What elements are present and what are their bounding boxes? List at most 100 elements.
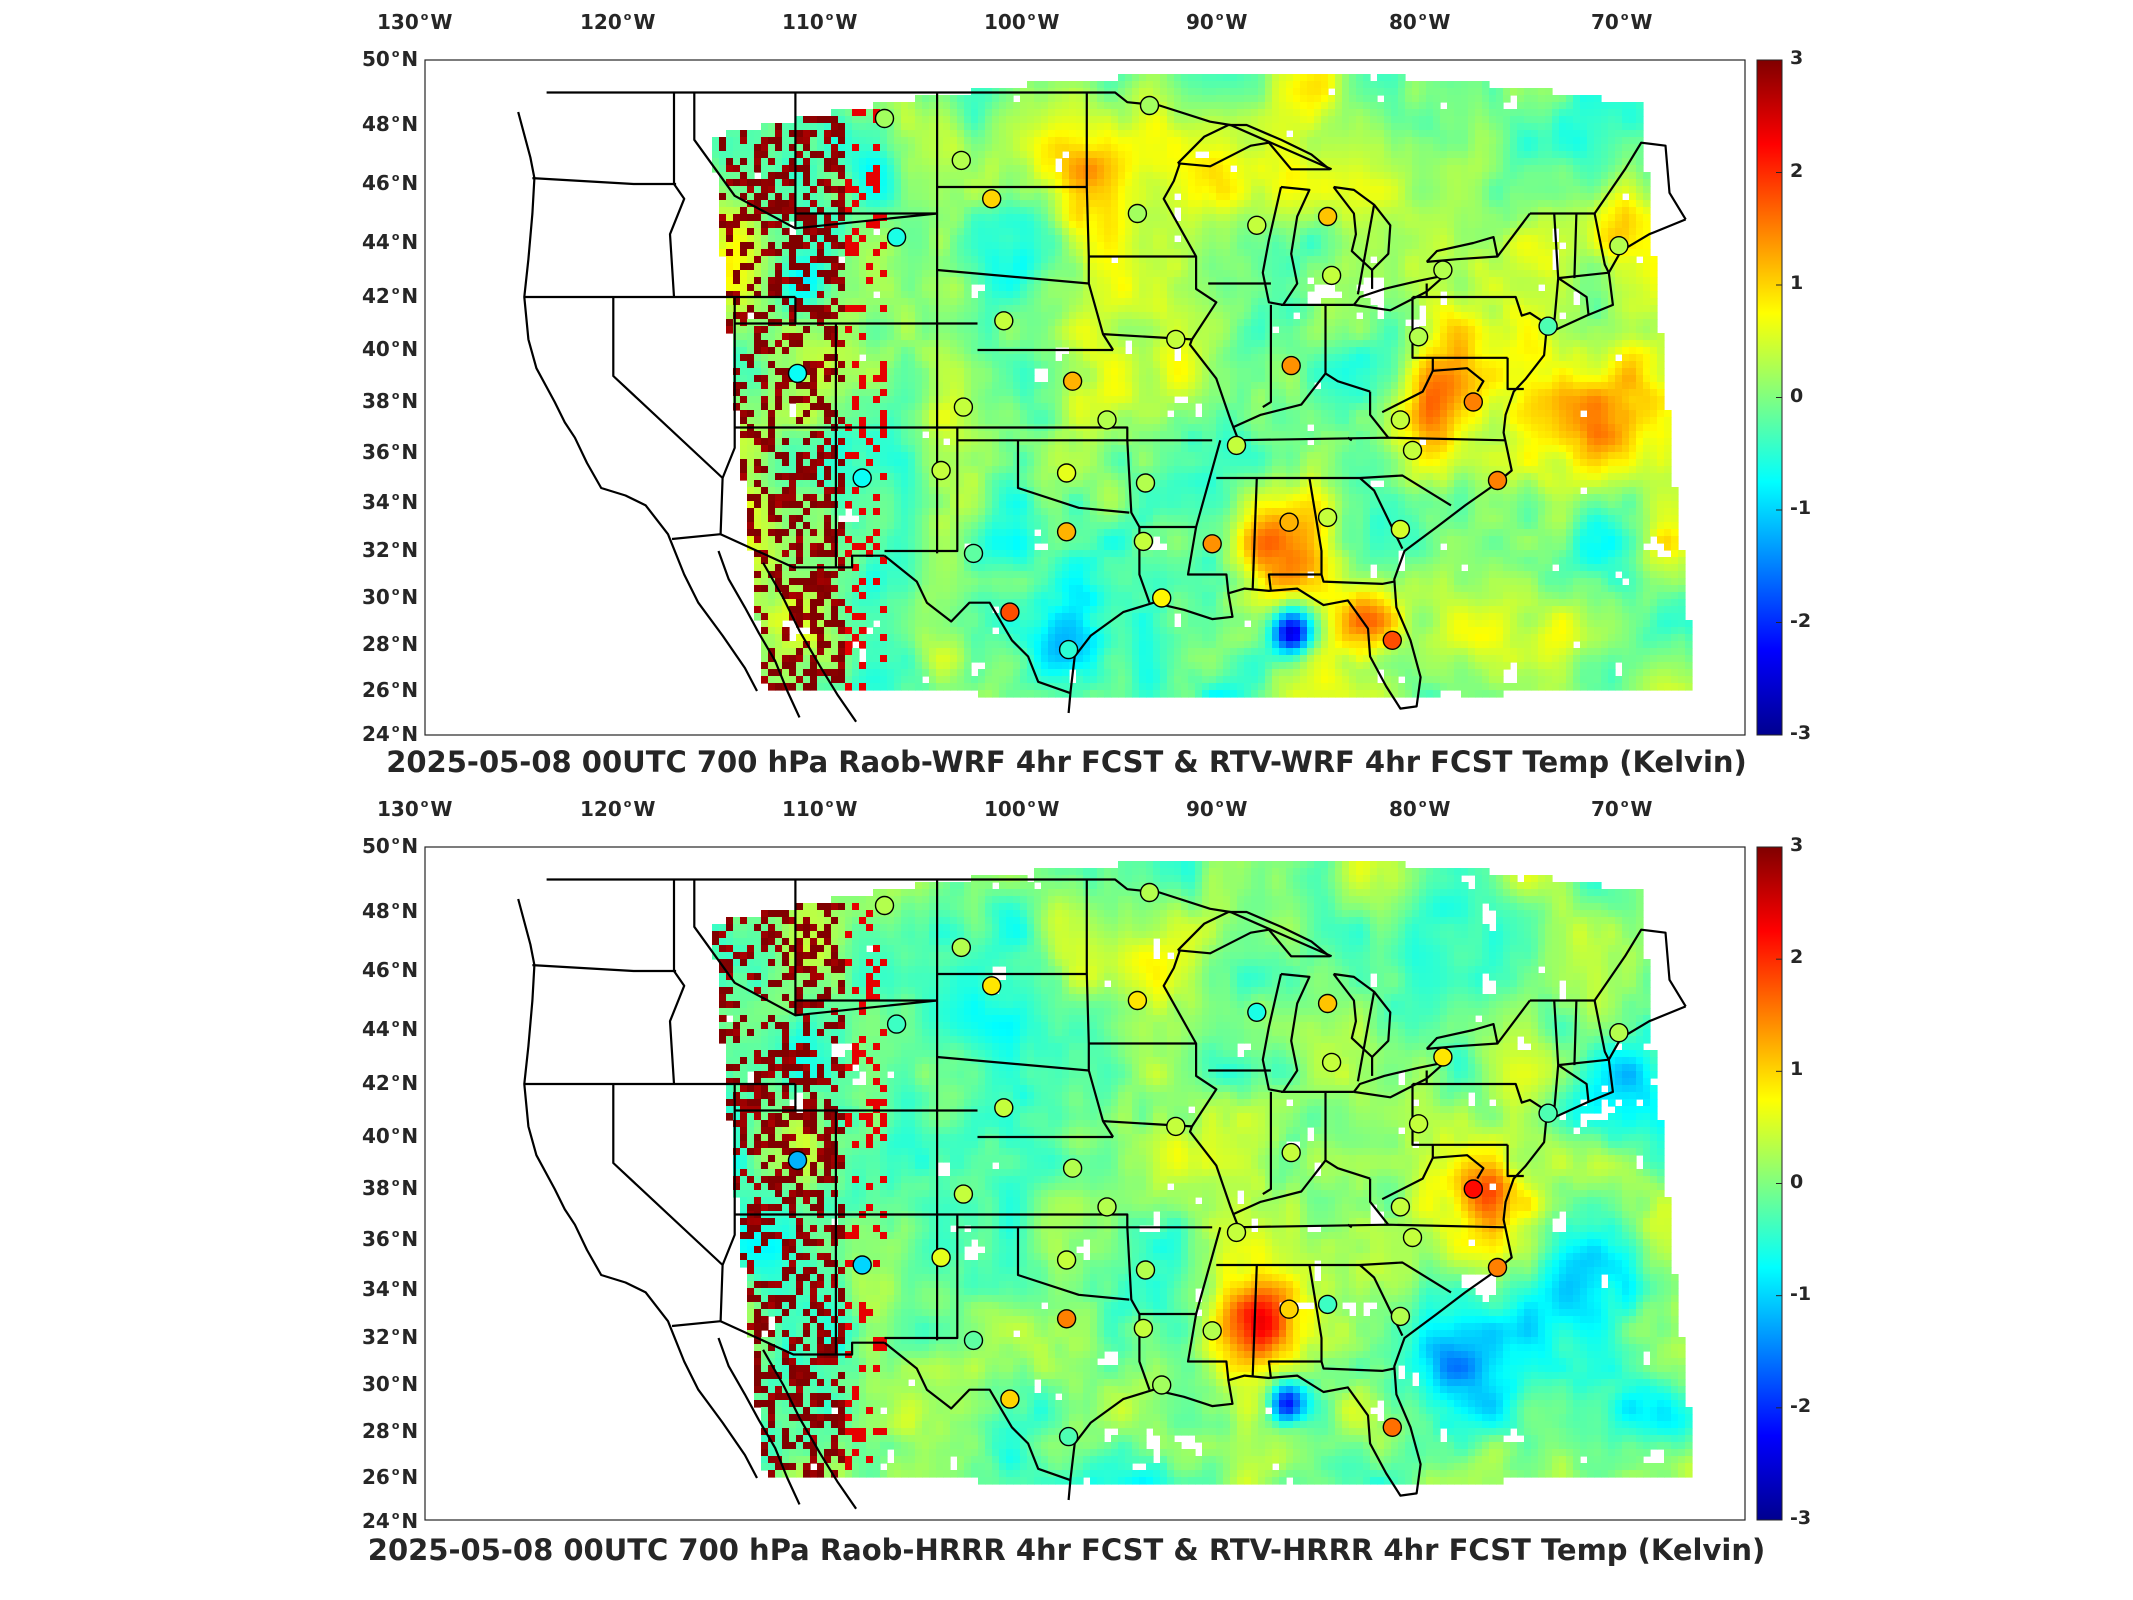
latitude-tick-label: 30 o N — [362, 1372, 418, 1396]
state-line — [693, 879, 797, 1017]
raob-station-marker — [1056, 522, 1077, 542]
raob-stations — [787, 882, 1629, 1447]
raob-station-marker — [1135, 473, 1156, 493]
raob-station-marker — [787, 363, 808, 384]
state-line — [1016, 440, 1130, 514]
state-line — [1381, 370, 1434, 414]
state-line — [1324, 1091, 1371, 1180]
state-line — [532, 177, 677, 186]
state-line — [1369, 391, 1390, 439]
raob-station-marker — [1317, 206, 1338, 227]
raob-station-marker — [1382, 630, 1403, 650]
latitude-tick-label: 40 o N — [362, 337, 418, 361]
raob-station-marker — [1390, 519, 1411, 540]
state-line — [1557, 1064, 1590, 1103]
latitude-tick-label: 38 o N — [362, 1176, 418, 1200]
raob-station-marker — [1000, 602, 1020, 622]
colorbar-tick-label: -3 — [1790, 1507, 1811, 1529]
longitude-tick-label: 80 o W — [1389, 797, 1450, 821]
latitude-tick-label: 28 o N — [362, 632, 418, 656]
raob-station-marker — [1097, 410, 1117, 430]
state-line — [719, 1084, 736, 1322]
coastline-mexico — [762, 1349, 858, 1510]
coastline-east — [1067, 1005, 1687, 1501]
longitude-tick-label: 130 o W — [377, 797, 452, 821]
lake-michigan — [1261, 185, 1311, 306]
raob-station-marker — [1056, 463, 1077, 483]
state-line — [668, 879, 686, 1085]
state-line — [612, 297, 724, 479]
raob-station-marker — [1321, 1052, 1342, 1073]
state-line — [1262, 1091, 1272, 1196]
raob-station-marker — [1139, 882, 1160, 903]
latitude-tick-label: 24 o N — [362, 722, 418, 746]
panel-title-wrf: 2025-05-08 00UTC 700 hPa Raob-WRF 4hr FC… — [0, 745, 2133, 779]
state-line — [1506, 1144, 1524, 1178]
latitude-tick-label: 46 o N — [362, 171, 418, 195]
state-boundaries — [517, 878, 1687, 1510]
mexico-border — [671, 1320, 885, 1356]
state-line — [1251, 1264, 1258, 1376]
latitude-tick-label: 26 o N — [362, 678, 418, 702]
raob-station-marker — [1433, 1047, 1453, 1067]
latitude-tick-label: 38 o N — [362, 389, 418, 413]
longitude-tick-label: 90 o W — [1186, 797, 1247, 821]
longitude-tick-label: 120 o W — [580, 10, 655, 34]
rio-grande-border — [883, 1341, 1071, 1482]
state-line — [532, 964, 677, 973]
raob-station-marker — [1538, 1103, 1558, 1123]
latitude-tick-label: 34 o N — [362, 490, 418, 514]
raob-station-marker — [953, 397, 974, 417]
raob-station-marker — [1390, 1197, 1411, 1217]
rio-grande-border — [883, 554, 1071, 695]
longitude-tick-label: 80 o W — [1389, 10, 1450, 34]
state-line — [795, 212, 938, 230]
state-line — [884, 427, 959, 553]
latitude-tick-label: 34 o N — [362, 1277, 418, 1301]
raob-station-marker — [931, 1247, 951, 1268]
state-line — [1320, 1361, 1395, 1372]
state-line — [1251, 477, 1258, 589]
raob-station-marker — [1433, 260, 1453, 280]
state-boundaries — [517, 91, 1687, 723]
colorbar-tick-label: -3 — [1790, 722, 1811, 744]
raob-station-marker — [852, 1255, 872, 1275]
raob-station-marker — [1279, 512, 1299, 532]
state-line — [937, 1055, 1089, 1072]
raob-station-marker — [1226, 435, 1247, 456]
longitude-tick-label: 70 o W — [1591, 797, 1652, 821]
raob-station-marker — [886, 1014, 907, 1034]
colorbar-tick-label: -1 — [1790, 1283, 1811, 1305]
state-line — [1186, 526, 1230, 594]
raob-station-marker — [1402, 440, 1423, 461]
mexico-border — [671, 533, 885, 569]
coastline-baja — [717, 1337, 801, 1505]
raob-station-marker — [1247, 1002, 1267, 1022]
latitude-tick-label: 32 o N — [362, 1325, 418, 1349]
coastline-west — [517, 111, 758, 692]
latitude-tick-label: 26 o N — [362, 1465, 418, 1489]
coastline-baja — [717, 550, 801, 718]
raob-station-marker — [874, 895, 895, 916]
colorbar-tick-label: 3 — [1790, 47, 1803, 69]
raob-station-marker — [1000, 1389, 1020, 1409]
raob-station-marker — [1135, 1260, 1156, 1280]
raob-station-marker — [1321, 265, 1342, 286]
raob-station-marker — [1062, 371, 1083, 391]
state-line — [1230, 910, 1333, 958]
state-line — [937, 268, 1089, 285]
state-line — [1412, 1082, 1547, 1112]
temperature-difference-field — [712, 861, 1693, 1485]
axes-frame — [424, 59, 1746, 736]
latitude-tick-label: 46 o N — [362, 958, 418, 982]
coastline-east — [1067, 218, 1687, 714]
latitude-tick-label: 44 o N — [362, 1017, 418, 1041]
lake-superior — [1177, 910, 1331, 958]
state-line — [1573, 1000, 1578, 1066]
raob-station-marker — [1139, 95, 1160, 116]
lake-huron — [1332, 972, 1392, 1059]
raob-station-marker — [1127, 990, 1148, 1011]
longitude-tick-label: 70 o W — [1591, 10, 1652, 34]
raob-station-marker — [953, 1184, 974, 1204]
